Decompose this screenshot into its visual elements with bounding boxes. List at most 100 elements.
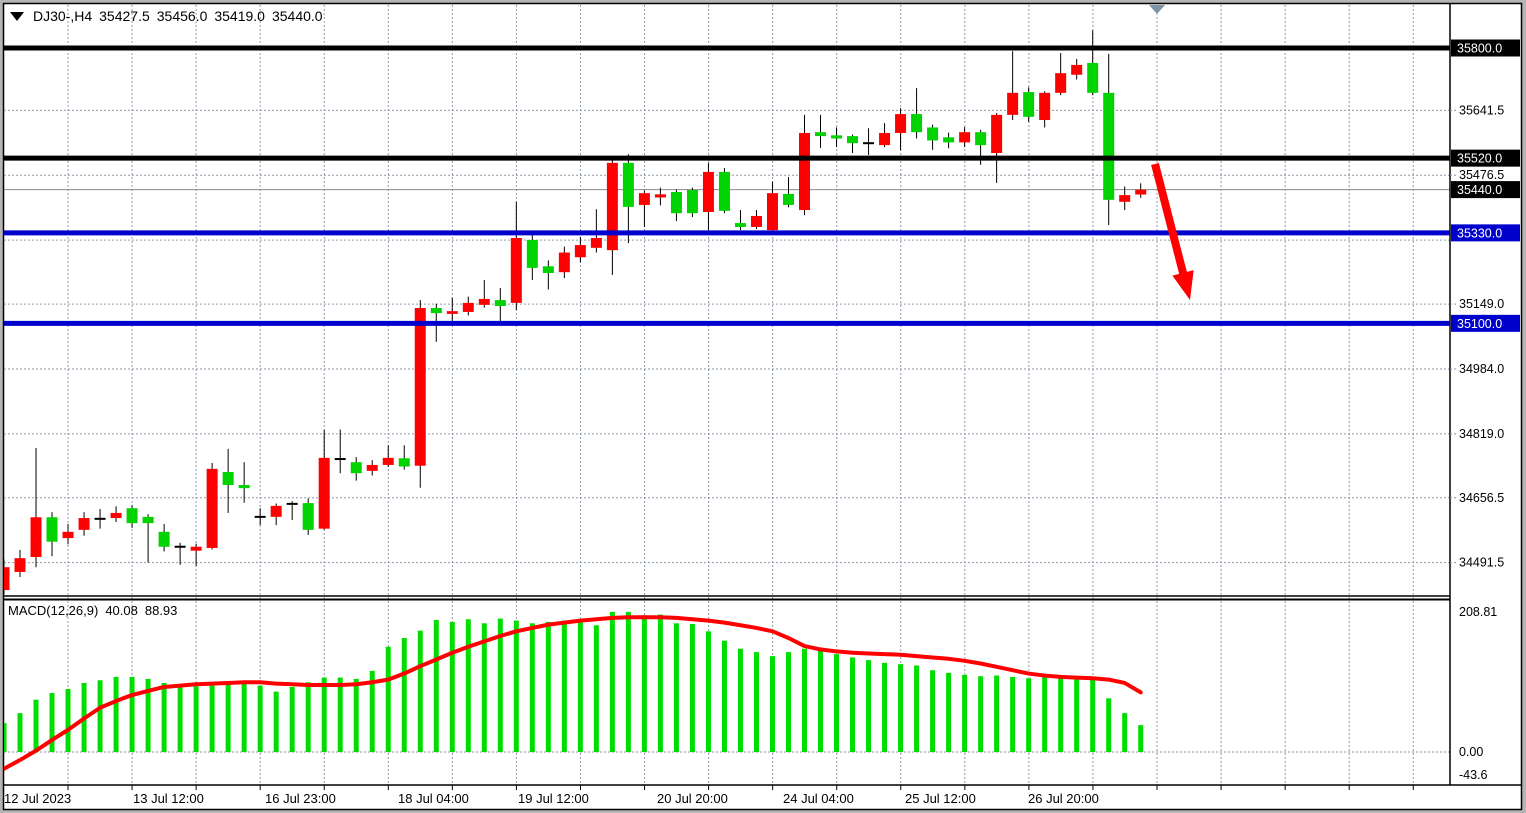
macd-histogram-bar: [946, 672, 952, 752]
macd-histogram-bar: [561, 620, 567, 752]
macd-histogram-bar: [161, 682, 167, 752]
macd-histogram-bar: [481, 623, 487, 752]
macd-histogram-bar: [785, 652, 791, 752]
price-axis-label: 34491.5: [1459, 556, 1504, 570]
candle-bull: [478, 298, 490, 305]
candle-doji: [334, 458, 346, 461]
price-badge-35100.0-bg: [1451, 314, 1520, 332]
candle-bull: [766, 193, 778, 231]
symbol-dropdown-icon[interactable]: [10, 11, 24, 21]
macd-histogram-bar: [769, 656, 775, 752]
candle-bull: [590, 237, 602, 248]
plot-area[interactable]: [0, 5, 1450, 784]
macd-histogram-bar: [433, 619, 439, 752]
candle-bull: [462, 302, 474, 312]
price-axis-label: 35476.5: [1459, 168, 1504, 182]
candle-bull: [702, 171, 714, 213]
candle-bear: [975, 132, 987, 146]
macd-histogram-bar: [577, 620, 583, 752]
macd-histogram-bar: [497, 618, 503, 752]
candle-bull: [382, 457, 394, 465]
macd-histogram-bar: [1106, 698, 1112, 752]
candle-bull: [318, 457, 330, 529]
current-price-badge-bg: [1451, 181, 1520, 199]
macd-histogram-bar: [273, 691, 279, 752]
candle-bear: [398, 458, 410, 467]
macd-name: MACD(12,26,9): [8, 603, 99, 618]
macd-histogram-bar: [802, 648, 807, 752]
price-badge-35520.0-bg: [1451, 149, 1520, 167]
candle-bear: [126, 508, 138, 524]
macd-histogram-bar: [705, 631, 711, 752]
candle-bull: [62, 531, 74, 539]
macd-histogram-bar: [962, 674, 968, 752]
macd-histogram-bar: [321, 677, 327, 752]
low-value: 35419.0: [214, 8, 265, 24]
time-axis-label: 26 Jul 20:00: [1028, 791, 1099, 806]
price-axis-label: 35149.0: [1459, 297, 1504, 311]
macd-histogram-bar: [689, 623, 695, 752]
price-badge-35100.0: 35100.0: [1451, 314, 1520, 332]
price-badge-35100.0-text: 35100.0: [1457, 317, 1502, 331]
candle-bear: [46, 517, 58, 542]
candle-bear: [222, 472, 234, 486]
macd-histogram-bar: [209, 685, 215, 752]
candle-bear: [686, 189, 698, 214]
candle-bear: [494, 300, 506, 307]
candle-bear: [815, 132, 827, 137]
candle-bull: [1119, 195, 1131, 202]
down-arrow-annotation[interactable]: [1151, 163, 1194, 300]
close-value: 35440.0: [271, 8, 323, 24]
macd-histogram-bar: [369, 670, 375, 752]
current-price-badge-text: 35440.0: [1457, 183, 1502, 197]
time-axis-label: 12 Jul 2023: [4, 791, 71, 806]
macd-histogram-bar: [721, 640, 727, 752]
macd-histogram-bar: [529, 623, 535, 752]
candle-bull: [446, 311, 458, 314]
candle-bear: [782, 193, 794, 205]
macd-histogram-bar: [850, 657, 856, 752]
macd-histogram-bar: [609, 611, 615, 752]
candle-bear: [142, 516, 154, 524]
price-badge-35800.0-text: 35800.0: [1457, 42, 1502, 56]
macd-histogram-bar: [818, 650, 824, 752]
macd-histogram-bar: [657, 614, 663, 752]
candle-bear: [238, 485, 250, 489]
macd-histogram-bar: [49, 692, 55, 752]
candle-bear: [734, 223, 746, 227]
time-axis-label: 24 Jul 04:00: [783, 791, 854, 806]
macd-histogram-bar: [994, 675, 1000, 752]
macd-histogram-bar: [593, 625, 599, 752]
candle-bear: [622, 162, 634, 207]
current-price-badge: 35440.0: [1451, 181, 1520, 199]
candle-bull: [366, 464, 378, 471]
down-arrow-shaft: [1151, 163, 1189, 282]
macd-histogram-bar: [1138, 725, 1144, 752]
macd-signal-value: 88.93: [144, 603, 178, 618]
candle-bear: [542, 266, 554, 273]
macd-histogram-bar: [241, 682, 247, 752]
macd-histogram-bar: [513, 620, 519, 752]
macd-histogram-bar: [978, 676, 984, 752]
macd-histogram-bar: [289, 686, 295, 752]
candle-bull: [510, 237, 522, 303]
macd-histogram-bar: [673, 623, 679, 752]
time-axis-label: 25 Jul 12:00: [905, 791, 976, 806]
macd-histogram-bar: [225, 684, 231, 752]
macd-layer: [4, 611, 1144, 771]
chart-shift-marker-icon: [1149, 5, 1165, 14]
candle-bull: [1055, 73, 1067, 93]
macd-axis-label: 0.00: [1459, 745, 1483, 759]
candle-bear: [831, 135, 843, 139]
macd-histogram-bar: [882, 662, 888, 752]
macd-histogram-bar: [97, 680, 103, 752]
price-badge-35520.0: 35520.0: [1451, 149, 1520, 167]
candle-bull: [558, 252, 570, 273]
macd-histogram-bar: [1010, 676, 1016, 752]
macd-histogram-bar: [625, 611, 631, 752]
candle-bull: [1039, 92, 1051, 120]
candle-bull: [14, 558, 26, 572]
candle-bull: [270, 505, 282, 517]
